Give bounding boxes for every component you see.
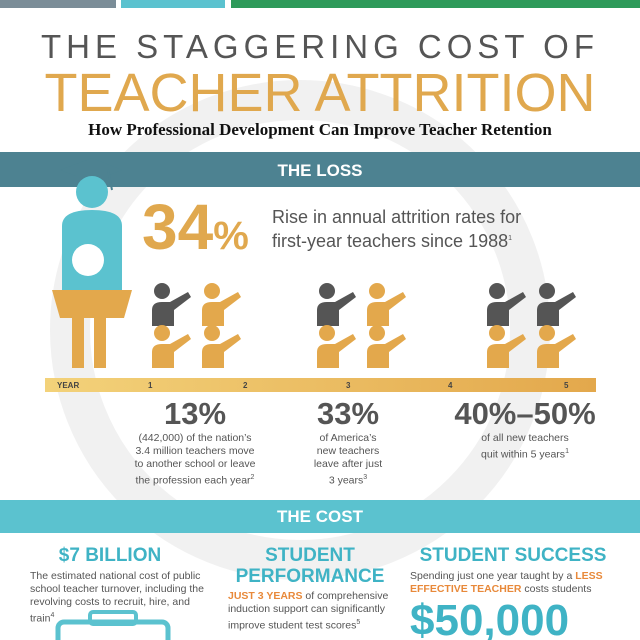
subtitle: How Professional Development Can Improve…: [88, 120, 552, 139]
year: 1: [148, 381, 153, 390]
stat-text: of America’s new teachers leave after ju…: [313, 432, 383, 487]
stat-text: Rise in annual attrition rates for first…: [272, 207, 522, 251]
timeline-label: YEAR: [57, 381, 80, 390]
stat-text: of all new teachers quit within 5 years1: [481, 432, 569, 461]
title: THE STAGGERING COST OF: [41, 28, 599, 65]
stat-text: (442,000) of the nation’s 3.4 million te…: [134, 432, 256, 487]
column-text: JUST 3 YEARS of comprehensive induction …: [228, 590, 389, 632]
section-heading: THE COST: [277, 507, 363, 526]
stat: 40%–50%: [454, 396, 596, 431]
section-heading: THE LOSS: [277, 161, 363, 180]
stat: 13%: [163, 396, 227, 431]
column-text: The estimated national cost of public sc…: [30, 570, 204, 625]
title: TEACHER ATTRITION: [44, 63, 596, 123]
column-heading: STUDENT SUCCESS: [419, 545, 607, 566]
stat: 33%: [316, 396, 380, 431]
year: 2: [243, 381, 248, 390]
year: 4: [448, 381, 453, 390]
column-heading: $7 BILLION: [58, 545, 162, 566]
column-heading: STUDENT PERFORMANCE: [235, 545, 385, 587]
amount: $50,000: [410, 596, 570, 640]
year: 5: [564, 381, 569, 390]
stat-number: 34%: [142, 191, 249, 263]
year: 3: [346, 381, 351, 390]
column-text: Spending just one year taught by a LESS …: [410, 570, 603, 595]
